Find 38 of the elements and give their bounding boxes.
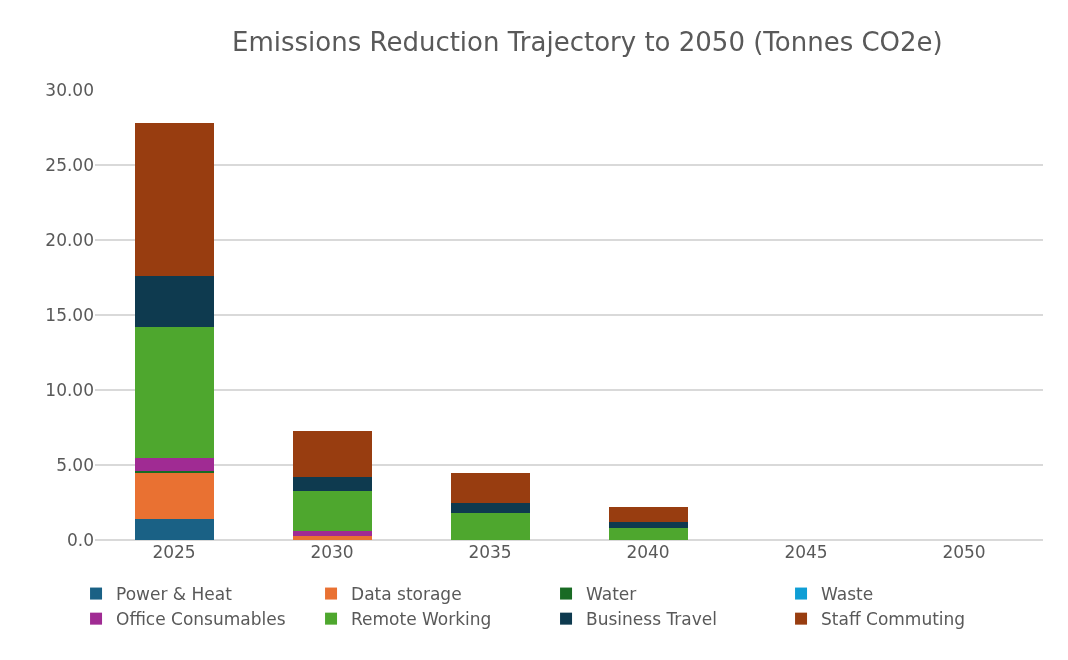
y-tick-label: 15.00 (45, 304, 94, 325)
x-tick-label: 2035 (468, 542, 512, 562)
y-tick-label: 10.00 (45, 379, 94, 400)
bar (450, 513, 530, 540)
legend-label: Data storage (351, 584, 462, 605)
legend-label: Remote Working (351, 609, 492, 630)
legend-label: Business Travel (586, 609, 717, 630)
y-tick-label: 5.00 (56, 454, 94, 475)
bar (134, 276, 214, 327)
x-tick-label: 2045 (784, 542, 828, 562)
bar (292, 430, 372, 477)
x-tick-label: 2050 (942, 542, 986, 562)
y-tick-label: 30.00 (45, 79, 94, 100)
bar (450, 502, 530, 513)
y-tick-label: 20.00 (45, 229, 94, 250)
y-tick-label: 0.0 (66, 529, 94, 550)
bar (134, 123, 214, 276)
legend-label: Water (586, 584, 637, 605)
bar (450, 472, 530, 503)
bar (608, 522, 688, 528)
legend-label: Staff Commuting (821, 609, 966, 630)
bar (134, 458, 214, 471)
legend-label: Waste (821, 584, 874, 605)
bar (292, 477, 372, 491)
legend-label: Power & Heat (116, 584, 233, 605)
bar (134, 327, 214, 459)
x-tick-label: 2040 (626, 542, 670, 562)
bar (608, 507, 688, 522)
chart-title: Emissions Reduction Trajectory to 2050 (Tonnes CO2e) (232, 27, 943, 58)
bar (608, 528, 688, 540)
x-tick-label: 2030 (310, 542, 354, 562)
legend-label: Office Consumables (116, 609, 286, 630)
bar (292, 490, 372, 531)
bar (292, 531, 372, 536)
bar (134, 472, 214, 519)
y-tick-label: 25.00 (45, 154, 94, 175)
bar (134, 519, 214, 540)
x-tick-label: 2025 (152, 542, 196, 562)
